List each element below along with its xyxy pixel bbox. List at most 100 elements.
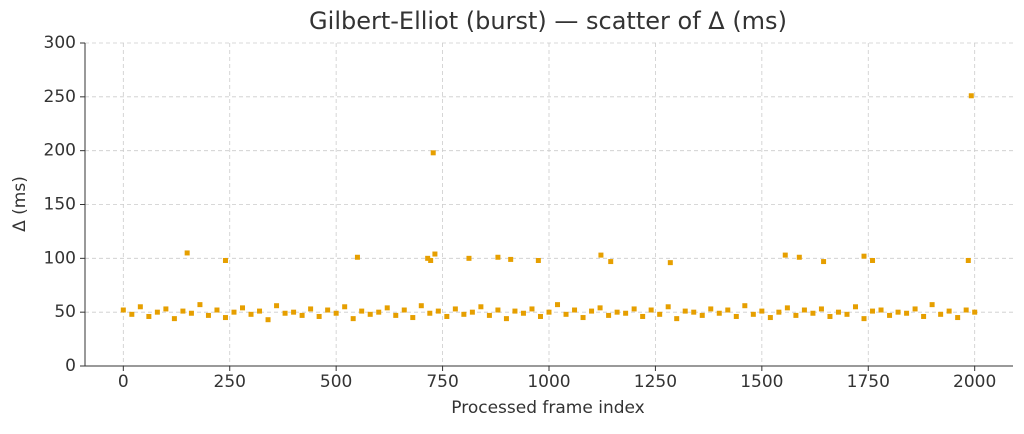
- point: [844, 311, 850, 317]
- y-tick-label: 100: [44, 248, 76, 268]
- point: [428, 257, 434, 263]
- point: [606, 312, 612, 318]
- point: [608, 259, 614, 265]
- point: [520, 310, 526, 316]
- point: [870, 308, 876, 314]
- point: [648, 307, 654, 313]
- point: [120, 307, 126, 313]
- point: [427, 310, 433, 316]
- point: [750, 311, 756, 317]
- x-tick-label: 750: [426, 372, 458, 392]
- point: [597, 305, 603, 311]
- point: [418, 303, 424, 309]
- point: [410, 315, 416, 321]
- point: [197, 302, 203, 308]
- point: [401, 307, 407, 313]
- point: [222, 315, 228, 321]
- point: [767, 315, 773, 321]
- point: [248, 311, 254, 317]
- point: [529, 306, 535, 312]
- x-tick-label: 1500: [740, 372, 783, 392]
- point: [299, 312, 305, 318]
- point: [614, 309, 620, 315]
- x-tick-label: 0: [118, 372, 129, 392]
- point: [674, 316, 680, 322]
- point: [486, 312, 492, 318]
- point: [887, 312, 893, 318]
- point: [835, 309, 841, 315]
- chart-title: Gilbert-Elliot (burst) — scatter of Δ (m…: [309, 7, 787, 35]
- point: [432, 251, 438, 257]
- point: [938, 311, 944, 317]
- point: [137, 304, 143, 310]
- point: [801, 307, 807, 313]
- point: [870, 257, 876, 263]
- point: [257, 308, 263, 314]
- point: [965, 257, 971, 263]
- y-axis-label: Δ (ms): [10, 176, 30, 232]
- point: [708, 306, 714, 312]
- point: [657, 311, 663, 317]
- point: [793, 312, 799, 318]
- x-tick-label: 250: [214, 372, 246, 392]
- point: [827, 313, 833, 319]
- point: [598, 252, 604, 258]
- point: [776, 309, 782, 315]
- point: [784, 305, 790, 311]
- point: [759, 308, 765, 314]
- point: [354, 254, 360, 260]
- point: [466, 255, 472, 261]
- point: [810, 310, 816, 316]
- point: [623, 310, 629, 316]
- point: [665, 304, 671, 310]
- point: [691, 309, 697, 315]
- point: [376, 309, 382, 315]
- point: [444, 313, 450, 319]
- point: [495, 307, 501, 313]
- point: [946, 308, 952, 314]
- point: [904, 310, 910, 316]
- x-tick-label: 1000: [527, 372, 570, 392]
- point: [572, 307, 578, 313]
- point: [180, 308, 186, 314]
- point: [163, 306, 169, 312]
- point: [350, 316, 356, 322]
- point: [640, 313, 646, 319]
- point: [291, 309, 297, 315]
- y-tick-label: 0: [65, 356, 76, 376]
- point: [478, 304, 484, 310]
- point: [796, 254, 802, 260]
- point: [325, 307, 331, 313]
- point: [667, 260, 673, 266]
- point: [861, 253, 867, 259]
- point: [968, 93, 974, 99]
- point: [537, 313, 543, 319]
- point: [912, 306, 918, 312]
- point: [716, 310, 722, 316]
- point: [503, 316, 509, 322]
- point: [580, 315, 586, 321]
- point: [154, 309, 160, 315]
- point: [852, 304, 858, 310]
- y-tick-label: 250: [44, 87, 76, 107]
- point: [430, 150, 436, 156]
- point: [818, 306, 824, 312]
- point: [535, 257, 541, 263]
- y-tick-label: 50: [54, 302, 76, 322]
- point: [342, 304, 348, 310]
- point: [972, 309, 978, 315]
- point: [435, 308, 441, 314]
- point: [129, 311, 135, 317]
- point: [214, 307, 220, 313]
- point: [188, 310, 194, 316]
- point: [205, 312, 211, 318]
- point: [222, 257, 228, 263]
- x-axis-label: Processed frame index: [451, 398, 644, 418]
- point: [184, 250, 190, 256]
- point: [461, 311, 467, 317]
- point: [146, 313, 152, 319]
- point: [495, 254, 501, 260]
- point: [240, 305, 246, 311]
- point: [367, 311, 373, 317]
- point: [452, 306, 458, 312]
